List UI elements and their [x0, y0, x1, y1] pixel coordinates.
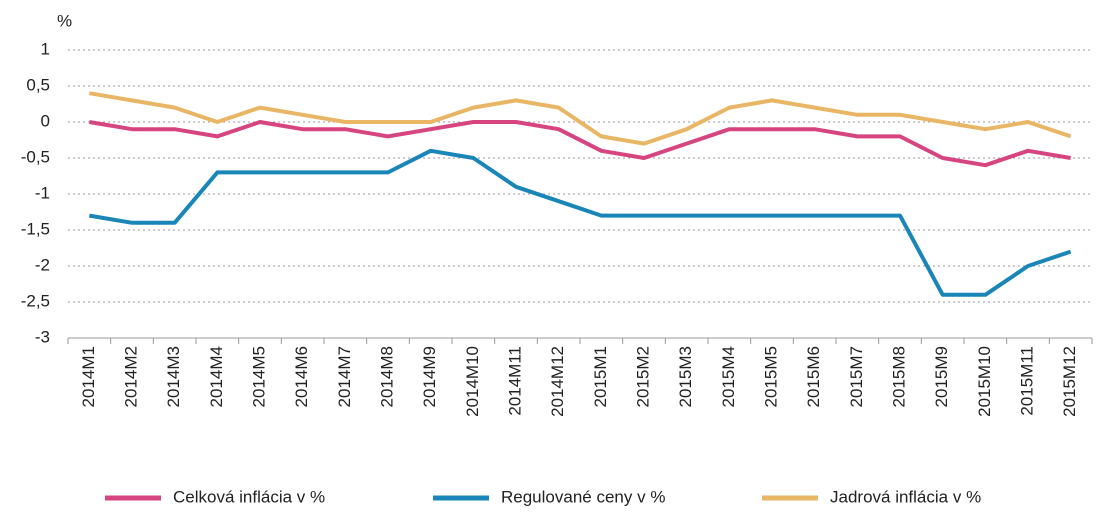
x-tick-label: 2014M9: [420, 346, 439, 407]
x-tick-label: 2015M2: [633, 346, 652, 407]
x-tick-label: 2015M3: [676, 346, 695, 407]
x-tick-label: 2014M3: [164, 346, 183, 407]
y-tick-label: -2,5: [21, 291, 50, 310]
series-line: [89, 120, 1072, 168]
y-tick-label: -2: [35, 255, 50, 274]
series-line: [89, 148, 1072, 297]
x-tick-label: 2014M7: [335, 346, 354, 407]
x-tick-label: 2015M1: [591, 346, 610, 407]
x-tick-label: 2015M11: [1017, 346, 1036, 416]
x-tick-label: 2015M12: [1060, 346, 1079, 417]
x-tick-label: 2014M4: [207, 346, 226, 407]
x-tick-label: 2014M6: [292, 346, 311, 407]
x-tick-label: 2015M9: [932, 346, 951, 407]
x-tick-label: 2015M7: [847, 346, 866, 407]
x-tick-label: 2014M5: [249, 346, 268, 407]
y-tick-label: 0: [41, 111, 50, 130]
x-tick-label: 2014M2: [121, 346, 140, 407]
legend-label: Celková inflácia v %: [173, 487, 325, 506]
legend-label: Jadrová inflácia v %: [830, 487, 981, 506]
x-tick-label: 2015M6: [804, 346, 823, 407]
x-tick-label: 2015M5: [761, 346, 780, 407]
x-tick-label: 2014M1: [79, 346, 98, 407]
y-axis-label: %: [57, 11, 72, 30]
x-tick-label: 2015M8: [889, 346, 908, 407]
x-tick-label: 2014M11: [505, 346, 524, 416]
x-tick-label: 2015M4: [719, 346, 738, 407]
x-tick-label: 2015M10: [975, 346, 994, 417]
y-tick-label: -1,5: [21, 219, 50, 238]
x-tick-label: 2014M12: [548, 346, 567, 417]
legend-label: Regulované ceny v %: [501, 487, 665, 506]
x-tick-label: 2014M10: [463, 346, 482, 417]
y-tick-label: -3: [35, 327, 50, 346]
y-tick-label: -0,5: [21, 147, 50, 166]
y-tick-label: 1: [41, 39, 50, 58]
y-tick-label: -1: [35, 183, 50, 202]
x-tick-label: 2014M8: [377, 346, 396, 407]
series-line: [89, 91, 1072, 146]
y-tick-label: 0,5: [26, 75, 50, 94]
